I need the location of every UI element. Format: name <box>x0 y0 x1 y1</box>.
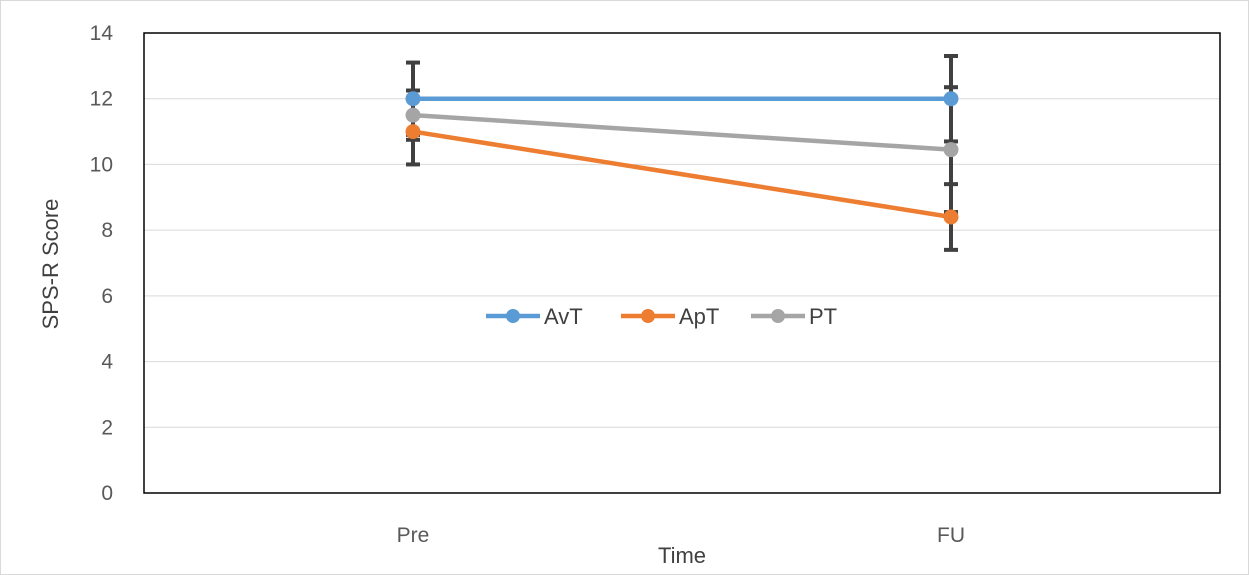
plot-area-border <box>143 32 1221 494</box>
y-tick-label: 8 <box>101 219 113 242</box>
data-point-pt <box>405 107 421 123</box>
data-point-apt <box>405 124 421 140</box>
legend-swatch-marker-apt <box>641 309 655 323</box>
y-tick-label: 6 <box>101 285 113 308</box>
legend: AvT ApT PT <box>486 304 837 329</box>
legend-swatch-marker-avt <box>506 309 520 323</box>
x-tick-label: FU <box>937 524 965 547</box>
legend-swatch-marker-pt <box>771 309 785 323</box>
y-tick-label: 12 <box>90 88 113 111</box>
y-tick-label: 4 <box>101 351 113 374</box>
series-line-apt <box>412 129 952 220</box>
y-tick-label: 0 <box>101 482 113 505</box>
x-axis-title: Time <box>658 543 706 568</box>
data-point-apt <box>943 209 959 225</box>
legend-label-avt: AvT <box>544 304 583 329</box>
error-bars <box>406 54 958 252</box>
axes: 0 2 4 6 8 10 12 14 Pre FU <box>90 22 1221 547</box>
gridlines <box>144 98 1220 428</box>
y-axis-title: SPS-R Score <box>38 199 63 330</box>
legend-label-apt: ApT <box>679 304 719 329</box>
legend-label-pt: PT <box>809 304 837 329</box>
y-tick-label: 14 <box>90 22 114 45</box>
x-tick-label: Pre <box>397 524 430 547</box>
data-point-avt <box>943 91 959 107</box>
data-point-pt <box>943 142 959 158</box>
y-tick-label: 10 <box>90 153 113 176</box>
data-point-avt <box>405 91 421 107</box>
series-line-pt <box>412 112 952 152</box>
y-tick-label: 2 <box>101 416 113 439</box>
series <box>405 91 959 225</box>
